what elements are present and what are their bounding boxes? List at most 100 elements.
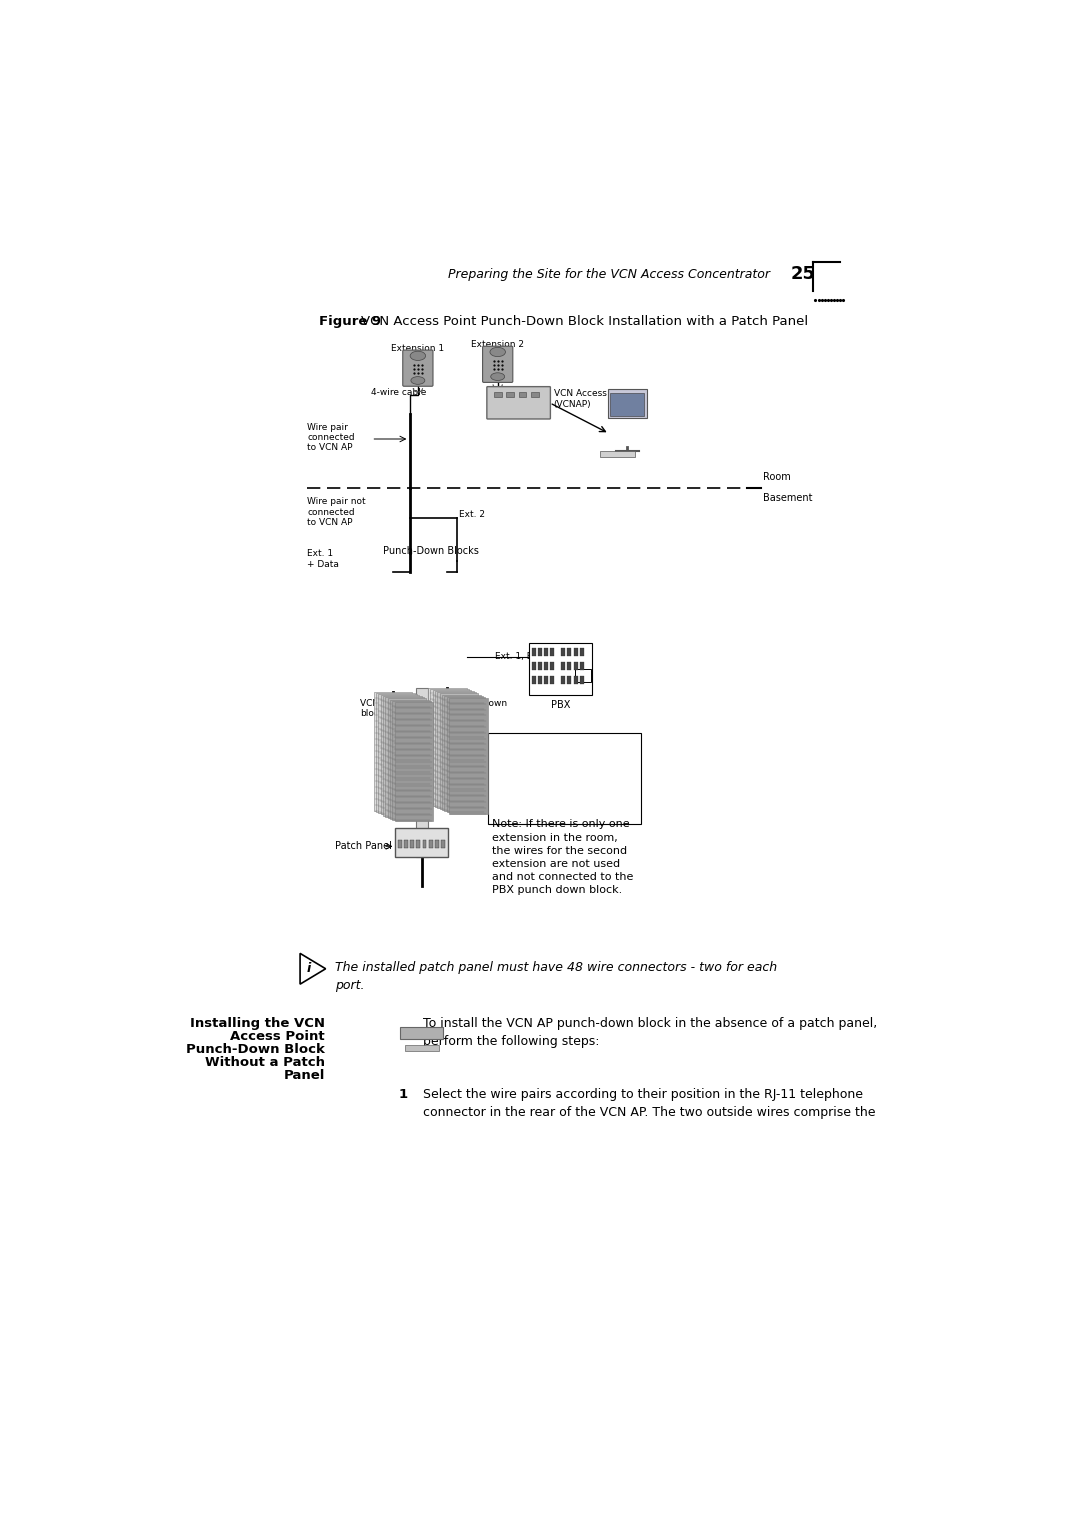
Bar [416, 840, 420, 848]
Bar [441, 840, 445, 848]
Bar [374, 692, 413, 811]
Bar [538, 648, 542, 656]
Text: Access Point: Access Point [230, 1030, 325, 1042]
Text: Ext. 1: Ext. 1 [435, 792, 462, 801]
Bar [435, 691, 474, 807]
Bar [488, 733, 642, 824]
Bar [531, 662, 536, 669]
Text: 25: 25 [791, 266, 815, 283]
Text: Note: If there is only one
extension in the room,
the wires for the second
exten: Note: If there is only one extension in … [492, 819, 634, 895]
Text: 1: 1 [399, 1088, 408, 1102]
Text: 24 wire pairs: 24 wire pairs [435, 778, 494, 787]
Bar [551, 677, 554, 685]
Bar [529, 643, 592, 695]
Text: Without a Patch: Without a Patch [205, 1056, 325, 1068]
Bar [580, 677, 583, 685]
Bar [428, 688, 467, 804]
Bar [507, 393, 514, 397]
Bar [573, 662, 578, 669]
Text: Wire pair not
connected
to VCN AP: Wire pair not connected to VCN AP [307, 497, 366, 527]
Text: Extension 1: Extension 1 [391, 344, 445, 353]
Bar [440, 694, 478, 808]
Bar [435, 840, 438, 848]
Bar [392, 701, 431, 821]
Text: Figure 9: Figure 9 [319, 315, 381, 329]
Bar [430, 689, 469, 804]
Text: Panel: Panel [283, 1070, 325, 1082]
Bar [494, 393, 501, 397]
Bar [538, 677, 542, 685]
Bar [544, 677, 548, 685]
Bar [380, 695, 419, 814]
Bar [376, 692, 415, 811]
Text: Select the wire pairs according to their position in the RJ-11 telephone
connect: Select the wire pairs according to their… [423, 1088, 876, 1118]
Bar [551, 648, 554, 656]
Bar [437, 692, 476, 808]
Text: Punch-Down Blocks: Punch-Down Blocks [383, 547, 478, 556]
Bar [544, 648, 548, 656]
Bar [573, 648, 578, 656]
Text: Wire pair
connected
to VCN AP: Wire pair connected to VCN AP [307, 423, 354, 452]
Bar [600, 451, 635, 457]
FancyBboxPatch shape [487, 387, 551, 419]
Bar [551, 662, 554, 669]
Bar [395, 828, 448, 857]
Text: Extension 2: Extension 2 [471, 341, 524, 350]
Ellipse shape [490, 373, 504, 380]
Bar [567, 648, 571, 656]
Bar [390, 700, 429, 819]
Bar [397, 840, 402, 848]
Bar [388, 698, 427, 817]
Bar [449, 698, 488, 813]
Bar [422, 840, 427, 848]
FancyBboxPatch shape [403, 350, 433, 387]
Bar [573, 677, 578, 685]
Bar [416, 688, 428, 857]
Bar [562, 648, 565, 656]
Text: To install the VCN AP punch-down block in the absence of a patch panel,
perform : To install the VCN AP punch-down block i… [423, 1016, 878, 1048]
Text: VCN Access Point Punch-Down Block Installation with a Patch Panel: VCN Access Point Punch-Down Block Instal… [362, 315, 809, 329]
Text: Basement: Basement [762, 494, 812, 503]
Text: The installed patch panel must have 48 wire connectors - two for each
port.: The installed patch panel must have 48 w… [335, 961, 778, 992]
Bar [410, 840, 414, 848]
Bar [429, 840, 433, 848]
FancyBboxPatch shape [483, 347, 513, 382]
Text: Patch Panel: Patch Panel [335, 842, 392, 851]
Text: Preparing the Site for the VCN Access Concentrator: Preparing the Site for the VCN Access Co… [448, 267, 770, 281]
Bar [580, 648, 583, 656]
Ellipse shape [410, 351, 426, 361]
Text: PBX punch-down
block: PBX punch-down block [431, 698, 508, 718]
Bar [383, 697, 422, 816]
Ellipse shape [410, 376, 424, 385]
Text: Room: Room [762, 472, 791, 483]
Bar [442, 695, 481, 810]
Text: Installing the VCN: Installing the VCN [190, 1016, 325, 1030]
Bar [404, 840, 408, 848]
Bar [444, 695, 483, 811]
Ellipse shape [490, 347, 505, 356]
Bar [531, 648, 536, 656]
Text: VCN Access Point
(VCNAP): VCN Access Point (VCNAP) [554, 390, 632, 408]
Bar [446, 697, 485, 813]
Bar [400, 1027, 444, 1039]
Bar [386, 697, 424, 816]
Text: Ext. 1, Ext. 2: Ext. 1, Ext. 2 [496, 652, 553, 662]
Bar [531, 677, 536, 685]
Bar [538, 662, 542, 669]
Bar [576, 669, 591, 681]
Text: Ext. 1
+ Data: Ext. 1 + Data [307, 550, 339, 568]
Text: PBX: PBX [551, 700, 570, 709]
Polygon shape [300, 953, 326, 984]
Bar [567, 677, 571, 685]
Bar [562, 662, 565, 669]
Bar [567, 662, 571, 669]
Text: 24 wire pairs: 24 wire pairs [381, 778, 440, 787]
Text: Punch-Down Block: Punch-Down Block [186, 1042, 325, 1056]
Bar [531, 393, 539, 397]
Bar [610, 393, 644, 416]
Text: i: i [307, 963, 311, 975]
Bar [378, 694, 417, 813]
Bar [562, 677, 565, 685]
Bar [394, 701, 433, 822]
Text: Ext. 2: Ext. 2 [459, 510, 485, 520]
